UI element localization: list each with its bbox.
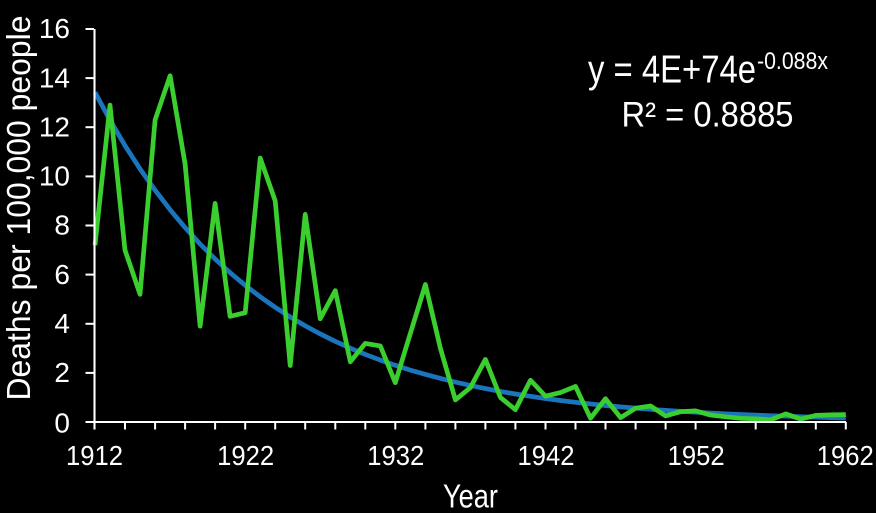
svg-text:1952: 1952 (668, 440, 725, 471)
svg-text:Deaths per 100,000 people: Deaths per 100,000 people (0, 16, 37, 401)
svg-text:4: 4 (54, 308, 70, 339)
svg-text:12: 12 (39, 112, 70, 143)
svg-text:6: 6 (54, 259, 70, 290)
svg-text:1962: 1962 (817, 440, 874, 471)
svg-text:0: 0 (54, 408, 70, 439)
svg-text:-0.088x: -0.088x (757, 48, 828, 75)
svg-text:Year: Year (443, 478, 498, 513)
svg-text:1912: 1912 (66, 440, 123, 471)
svg-text:1922: 1922 (217, 440, 274, 471)
svg-text:16: 16 (39, 13, 70, 44)
svg-text:1932: 1932 (367, 440, 424, 471)
svg-text:R² = 0.8885: R² = 0.8885 (622, 96, 794, 135)
svg-text:10: 10 (39, 161, 70, 192)
svg-text:8: 8 (54, 210, 70, 241)
svg-text:2: 2 (54, 357, 70, 388)
svg-text:14: 14 (39, 63, 70, 94)
svg-text:1942: 1942 (518, 440, 575, 471)
svg-text:y = 4E+74e: y = 4E+74e (588, 49, 756, 92)
